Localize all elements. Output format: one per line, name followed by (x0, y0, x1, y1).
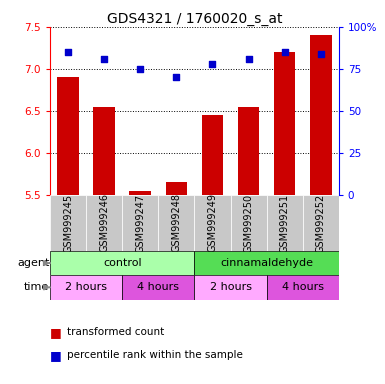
Bar (303, 195, 339, 251)
Text: control: control (103, 258, 142, 268)
Text: GSM999249: GSM999249 (208, 194, 218, 252)
Bar (266, 195, 303, 251)
Bar (122, 195, 158, 251)
Text: ■: ■ (50, 349, 62, 362)
Text: GSM999245: GSM999245 (63, 194, 73, 253)
Text: GSM999252: GSM999252 (316, 193, 326, 253)
Bar (202, 115, 223, 195)
Text: cinnamaldehyde: cinnamaldehyde (220, 258, 313, 268)
Bar (86, 195, 122, 251)
Text: 4 hours: 4 hours (282, 282, 324, 292)
Text: percentile rank within the sample: percentile rank within the sample (67, 350, 243, 360)
Point (173, 74, 179, 80)
Bar (231, 195, 266, 251)
Bar (194, 195, 231, 251)
Text: GSM999250: GSM999250 (244, 194, 254, 253)
Text: agent: agent (17, 258, 49, 268)
Bar (122, 275, 194, 300)
Bar (57, 77, 79, 195)
Text: 4 hours: 4 hours (137, 282, 179, 292)
Point (101, 56, 107, 62)
Text: 2 hours: 2 hours (209, 282, 251, 292)
Bar (310, 35, 331, 195)
Point (281, 49, 288, 55)
Text: 2 hours: 2 hours (65, 282, 107, 292)
Bar (238, 107, 259, 195)
Text: GSM999251: GSM999251 (280, 194, 290, 253)
Bar (50, 251, 194, 275)
Bar (129, 191, 151, 195)
Point (246, 56, 252, 62)
Bar (194, 251, 339, 275)
Bar (94, 107, 115, 195)
Point (137, 66, 143, 72)
Point (209, 61, 216, 67)
Title: GDS4321 / 1760020_s_at: GDS4321 / 1760020_s_at (107, 12, 282, 26)
Text: transformed count: transformed count (67, 327, 165, 337)
Text: time: time (24, 282, 49, 292)
Bar (158, 195, 194, 251)
Text: GSM999247: GSM999247 (135, 194, 145, 253)
Bar (194, 275, 266, 300)
Text: GSM999246: GSM999246 (99, 194, 109, 252)
Bar (50, 195, 86, 251)
Bar (50, 275, 122, 300)
Bar (274, 52, 296, 195)
Bar (166, 182, 187, 195)
Bar (266, 275, 339, 300)
Point (318, 51, 324, 57)
Point (65, 49, 71, 55)
Text: GSM999248: GSM999248 (171, 194, 181, 252)
Text: ■: ■ (50, 326, 62, 339)
